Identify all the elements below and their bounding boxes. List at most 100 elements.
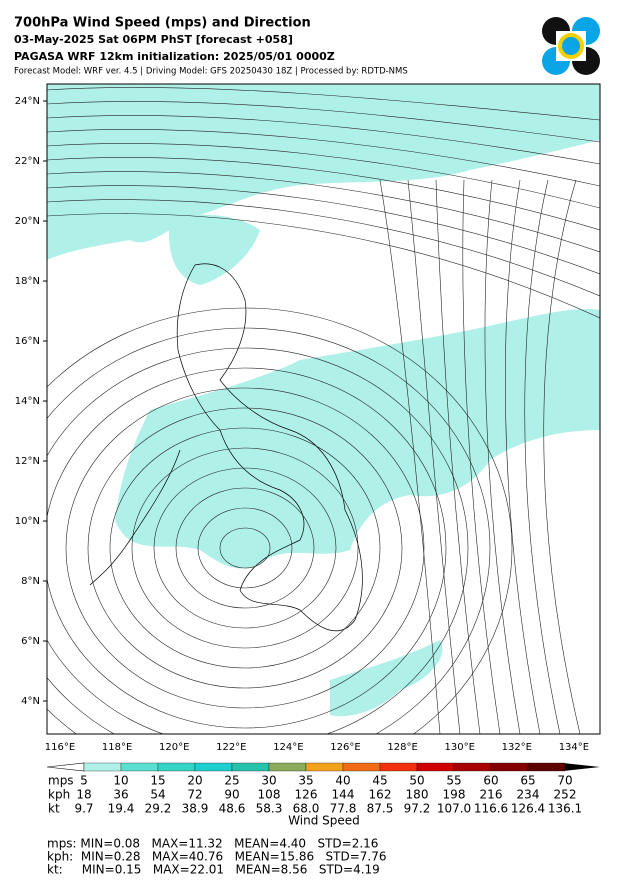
colorbar-tick-label: 107.0 (437, 802, 471, 816)
colorbar-tick-label: 19.4 (108, 802, 135, 816)
streamline (379, 179, 441, 734)
wind-area (47, 84, 600, 260)
colorbar-tick-label: 162 (369, 788, 392, 802)
streamline (505, 179, 541, 734)
lat-label: 18°N (15, 276, 40, 287)
streamline (407, 179, 461, 734)
colorbar-tick-label: 5 (80, 774, 88, 788)
streamline (47, 185, 600, 275)
colorbar-tick-label: 20 (187, 774, 202, 788)
colorbar-tick-label: 108 (258, 788, 281, 802)
colorbar (46, 762, 600, 772)
colorbar-segment (231, 762, 270, 772)
colorbar-tick-label: 180 (406, 788, 429, 802)
colorbar-label: Wind Speed (288, 814, 360, 828)
lat-label: 20°N (15, 216, 40, 227)
colorbar-tick-label: 58.3 (256, 802, 283, 816)
streamline (47, 157, 600, 231)
colorbar-tick-label: 97.2 (404, 802, 431, 816)
streamline (47, 327, 491, 734)
colorbar-max (563, 763, 600, 771)
colorbar-tick-label: 87.5 (367, 802, 394, 816)
streamline (47, 199, 600, 297)
subtitle: 03-May-2025 Sat 06PM PhST [forecast +058… (14, 33, 293, 46)
colorbar-tick-label: 198 (443, 788, 466, 802)
map-border (46, 83, 601, 735)
streamline (131, 447, 359, 649)
lat-label: 22°N (15, 156, 40, 167)
colorbar-min (46, 762, 85, 772)
streamline (47, 171, 600, 253)
colorbar-tick-label: 126 (295, 788, 318, 802)
lon-label: 132°E (502, 742, 532, 753)
streamline (484, 179, 521, 734)
colorbar-tick-label: 144 (332, 788, 355, 802)
lon-label: 118°E (102, 742, 132, 753)
logo (542, 17, 600, 75)
streamline (543, 179, 581, 734)
stats-line: mps: MIN=0.08 MAX=11.32 MEAN=4.40 STD=2.… (47, 837, 378, 851)
colorbar-tick-label: 126.4 (511, 802, 545, 816)
colorbar-segment (120, 762, 159, 772)
streamline (47, 347, 469, 734)
streamline (462, 179, 501, 734)
colorbar-tick-label: 18 (76, 788, 91, 802)
colorbar-tick-label: 50 (409, 774, 424, 788)
colorbar-tick-label: 29.2 (145, 802, 172, 816)
colorbar-tick-label: 90 (224, 788, 239, 802)
streamline (47, 367, 447, 729)
colorbar-tick-label: 36 (113, 788, 128, 802)
unit-label: kph (48, 788, 70, 802)
streamline (47, 307, 513, 734)
colorbar-tick-label: 116.6 (474, 802, 508, 816)
colorbar-tick-label: 45 (372, 774, 387, 788)
lon-label: 134°E (559, 742, 589, 753)
streamline (197, 507, 293, 589)
streamline (219, 527, 271, 569)
lat-label: 16°N (15, 336, 40, 347)
colorbar-tick-label: 38.9 (182, 802, 209, 816)
lon-label: 120°E (159, 742, 189, 753)
colorbar-segment (157, 762, 196, 772)
colorbar-tick-label: 9.7 (74, 802, 93, 816)
colorbar-tick-label: 54 (150, 788, 165, 802)
lat-label: 10°N (15, 516, 40, 527)
colorbar-segment (268, 762, 307, 772)
colorbar-tick-label: 48.6 (219, 802, 246, 816)
colorbar-tick-label: 30 (261, 774, 276, 788)
colorbar-segment (416, 762, 455, 772)
colorbar-segment (490, 762, 529, 772)
streamline (47, 143, 600, 209)
streamline (47, 115, 600, 165)
lat-label: 12°N (15, 456, 40, 467)
map (46, 83, 601, 735)
colorbar-segment (342, 762, 381, 772)
colorbar-tick-label: 40 (335, 774, 350, 788)
colorbar-tick-label: 15 (150, 774, 165, 788)
colorbar-segment (379, 762, 418, 772)
streamline (47, 129, 600, 187)
colorbar-tick-label: 72 (187, 788, 202, 802)
lon-label: 122°E (216, 742, 246, 753)
streamline (47, 87, 600, 121)
colorbar-tick-label: 252 (554, 788, 577, 802)
unit-label: mps (48, 774, 74, 788)
lon-label: 124°E (273, 742, 303, 753)
wind-area (330, 640, 443, 717)
lat-label: 24°N (15, 96, 40, 107)
streamline (524, 179, 561, 734)
unit-label: kt (48, 802, 60, 816)
streamline (153, 467, 337, 629)
colorbar-tick-label: 65 (520, 774, 535, 788)
wind-area (169, 214, 260, 285)
colorbar-tick-label: 234 (517, 788, 540, 802)
streamline (65, 387, 425, 709)
colorbar-tick-label: 68.0 (293, 802, 320, 816)
colorbar-segment (194, 762, 233, 772)
lon-label: 130°E (444, 742, 474, 753)
colorbar-tick-label: 136.1 (548, 802, 582, 816)
streamline (435, 179, 481, 734)
lat-label: 8°N (21, 576, 40, 587)
colorbar-tick-label: 35 (298, 774, 313, 788)
